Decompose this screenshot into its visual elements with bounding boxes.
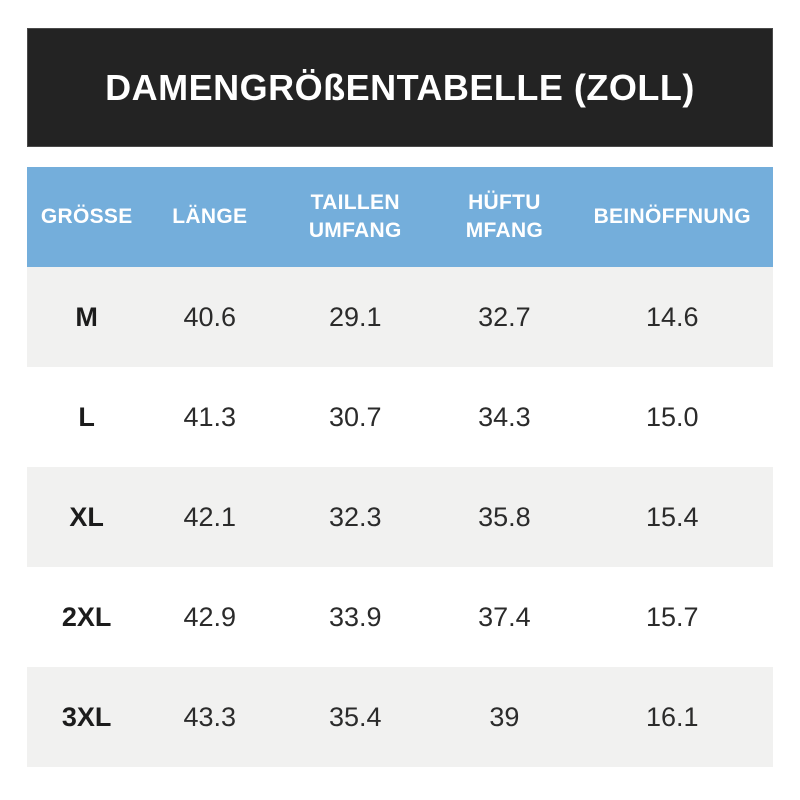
page-title: DAMENGRÖßENTABELLE (ZOLL)	[105, 66, 695, 108]
size-label: M	[75, 301, 98, 332]
cell-taillenumfang: 32.3	[328, 501, 382, 532]
cell-hueftumfang: 37.4	[478, 601, 531, 632]
cell-hueftumfang: 35.8	[478, 501, 531, 532]
cell-beinoeffnung: 15.7	[645, 601, 699, 632]
cell-beinoeffnung: 16.1	[645, 701, 699, 732]
cell-hueftumfang: 39	[489, 701, 520, 732]
cell-beinoeffnung: 14.6	[645, 301, 699, 332]
cell-laenge: 42.1	[183, 501, 237, 532]
size-table: GRÖSSE LÄNGE TAILLEN UMFANG HÜFTU MFANG …	[27, 167, 773, 767]
table-row: 2XL 42.9 33.9 37.4 15.7	[27, 567, 773, 667]
cell-laenge: 43.3	[183, 701, 237, 732]
table-row: XL 42.1 32.3 35.8 15.4	[27, 467, 773, 567]
column-header-taillenumfang: TAILLEN UMFANG	[308, 190, 402, 242]
column-header-beinoeffnung: BEINÖFFNUNG	[593, 204, 751, 228]
column-header-laenge: LÄNGE	[172, 204, 248, 228]
cell-taillenumfang: 30.7	[328, 401, 382, 432]
column-header-hueftumfang: HÜFTU MFANG	[465, 190, 544, 242]
column-header-groesse: GRÖSSE	[40, 204, 133, 228]
size-label: L	[78, 401, 95, 432]
table-row: L 41.3 30.7 34.3 15.0	[27, 367, 773, 467]
cell-taillenumfang: 35.4	[328, 701, 382, 732]
cell-hueftumfang: 32.7	[478, 301, 531, 332]
cell-beinoeffnung: 15.0	[645, 401, 699, 432]
size-label: 2XL	[61, 601, 112, 632]
size-label: XL	[69, 501, 104, 532]
size-label: 3XL	[61, 701, 112, 732]
table-row: 3XL 43.3 35.4 39 16.1	[27, 667, 773, 767]
cell-laenge: 42.9	[183, 601, 237, 632]
cell-laenge: 41.3	[183, 401, 237, 432]
cell-hueftumfang: 34.3	[478, 401, 531, 432]
cell-beinoeffnung: 15.4	[645, 501, 699, 532]
cell-laenge: 40.6	[183, 301, 237, 332]
table-header-row: GRÖSSE LÄNGE TAILLEN UMFANG HÜFTU MFANG …	[27, 167, 773, 267]
title-banner: DAMENGRÖßENTABELLE (ZOLL)	[27, 28, 773, 147]
cell-taillenumfang: 33.9	[328, 601, 382, 632]
table-row: M 40.6 29.1 32.7 14.6	[27, 267, 773, 367]
cell-taillenumfang: 29.1	[328, 301, 382, 332]
